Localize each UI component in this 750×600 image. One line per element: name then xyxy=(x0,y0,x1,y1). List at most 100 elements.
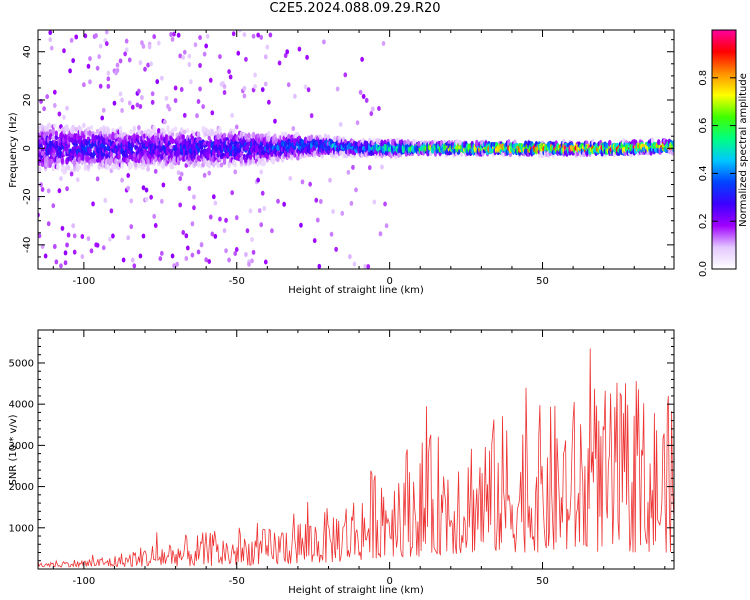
spectrogram-cell xyxy=(268,32,273,38)
spectrogram-cell xyxy=(45,131,49,137)
spectrogram-cell xyxy=(59,176,63,182)
spectrogram-cell xyxy=(108,133,112,140)
spectrogram-cell xyxy=(160,198,164,204)
spectrogram-cell xyxy=(361,93,366,99)
spectrogram-cell xyxy=(45,155,49,163)
spectrogram-cell xyxy=(106,76,111,82)
spectrogram-cell xyxy=(186,128,190,134)
spectrogram-cell xyxy=(205,33,210,39)
spectrogram-cell xyxy=(212,161,216,168)
spectrogram-cell xyxy=(216,163,221,169)
spectrogram-cell xyxy=(170,128,175,133)
spectrogram-cell xyxy=(259,145,263,150)
spectrogram-cell xyxy=(250,237,254,243)
spectrogram-cell xyxy=(208,77,213,83)
spectrogram-cell xyxy=(222,84,227,90)
spectrogram-cell xyxy=(230,112,234,118)
spectrogram-cell xyxy=(309,134,314,141)
spectrogram-cell xyxy=(129,198,134,204)
spectrogram-cell xyxy=(173,85,178,91)
spectrogram-cell xyxy=(334,246,338,252)
spectrogram-cell xyxy=(582,151,586,158)
spectrogram-cell xyxy=(265,44,270,50)
snr-ylabel: SNR (10 * v/v) xyxy=(8,414,19,485)
spectrogram-cell xyxy=(196,131,201,137)
spectrogram-cell xyxy=(369,111,374,117)
colorbar-tick-label: 0.0 xyxy=(698,261,709,277)
spectrogram-cell xyxy=(144,196,149,202)
spectrogram-cell xyxy=(82,122,86,128)
spectrogram-cell xyxy=(176,32,181,38)
spectrogram-cell xyxy=(178,53,183,59)
spectrogram-cell xyxy=(71,124,75,130)
spectrogram-cell xyxy=(56,162,60,171)
spectrogram-cell xyxy=(126,235,131,241)
spectrogram-cell xyxy=(109,156,114,164)
spectrogram-cell xyxy=(126,185,131,191)
spectrogram-cell xyxy=(42,106,46,112)
spectrogram-cell xyxy=(114,134,118,140)
colorbar-label: Normalized spectral amplitude xyxy=(738,73,749,227)
spectrogram-cell xyxy=(288,175,293,181)
spectrogram-cell xyxy=(360,56,364,62)
spectrogram-cell xyxy=(62,48,66,54)
spectrogram-cell xyxy=(60,225,65,231)
spectrogram-cell xyxy=(48,123,52,129)
spectrogram-cell xyxy=(202,172,207,178)
spectrogram-cell xyxy=(57,111,62,117)
spectrogram-cell xyxy=(74,34,79,40)
spectrogram-cell xyxy=(132,125,136,133)
spectrogram-cell xyxy=(234,246,239,252)
spectrogram-cell xyxy=(71,58,75,64)
spectrogram-cell xyxy=(130,257,135,263)
spectrogram-cell xyxy=(48,37,53,43)
spectrogram-cell xyxy=(283,131,288,138)
y-tick-label: -20 xyxy=(22,188,33,204)
spectrogram-cell xyxy=(101,107,106,113)
colorbar-bar xyxy=(711,29,737,270)
spectrogram-cell xyxy=(299,222,303,228)
spectrogram-cell xyxy=(343,72,348,78)
spectrogram-cell xyxy=(120,162,124,169)
spectrogram-cell xyxy=(475,139,479,147)
spectrogram-cell xyxy=(262,160,266,167)
spectrogram-cell xyxy=(222,157,227,164)
spectrogram-cell xyxy=(207,161,211,169)
spectrogram-cell xyxy=(267,135,271,143)
spectrogram-cell xyxy=(111,233,115,239)
spectrogram-cell xyxy=(172,263,176,269)
spectrogram-cell xyxy=(247,261,251,267)
spectrogram-cell xyxy=(46,221,51,227)
spectrogram-cell xyxy=(181,134,185,140)
spectrogram-cell xyxy=(251,131,256,139)
spectrogram-cell xyxy=(224,248,228,254)
spectrogram-cell xyxy=(259,34,264,40)
spectrogram-cell xyxy=(291,126,296,132)
spectrogram-cell xyxy=(85,139,89,147)
spectrogram-cell xyxy=(39,158,43,163)
spectrogram-cell xyxy=(343,138,347,145)
spectrogram-cell xyxy=(95,242,100,248)
spectrogram-cell xyxy=(82,82,86,88)
spectrogram-cell xyxy=(127,57,132,63)
spectrogram-panel: -100 -50 0 50 -40 -20 0 20 40 Height of straigh… xyxy=(8,29,675,296)
spectrogram-cell xyxy=(109,152,114,157)
spectrogram-cell xyxy=(153,168,158,174)
spectrogram-cell xyxy=(293,144,297,150)
spectrogram-cell xyxy=(228,74,233,80)
spectrogram-cell xyxy=(88,146,92,155)
spectrogram-cell xyxy=(608,139,612,147)
y-tick-label: 3000 xyxy=(9,441,34,452)
spectrogram-cell xyxy=(213,233,218,239)
colorbar-ticks: 0.0 0.2 0.4 0.6 0.8 xyxy=(698,70,736,277)
spectrogram-cells xyxy=(38,30,674,269)
spectrogram-cell xyxy=(118,58,123,64)
spectrogram-cell xyxy=(38,233,42,239)
spectrogram-cell xyxy=(121,257,126,263)
spectrogram-cell xyxy=(108,236,112,242)
colorbar-tick-label: 0.4 xyxy=(698,165,709,181)
spectrogram-cell xyxy=(54,130,59,136)
spectrogram-cell xyxy=(348,254,352,260)
spectrogram-cell xyxy=(286,82,291,88)
